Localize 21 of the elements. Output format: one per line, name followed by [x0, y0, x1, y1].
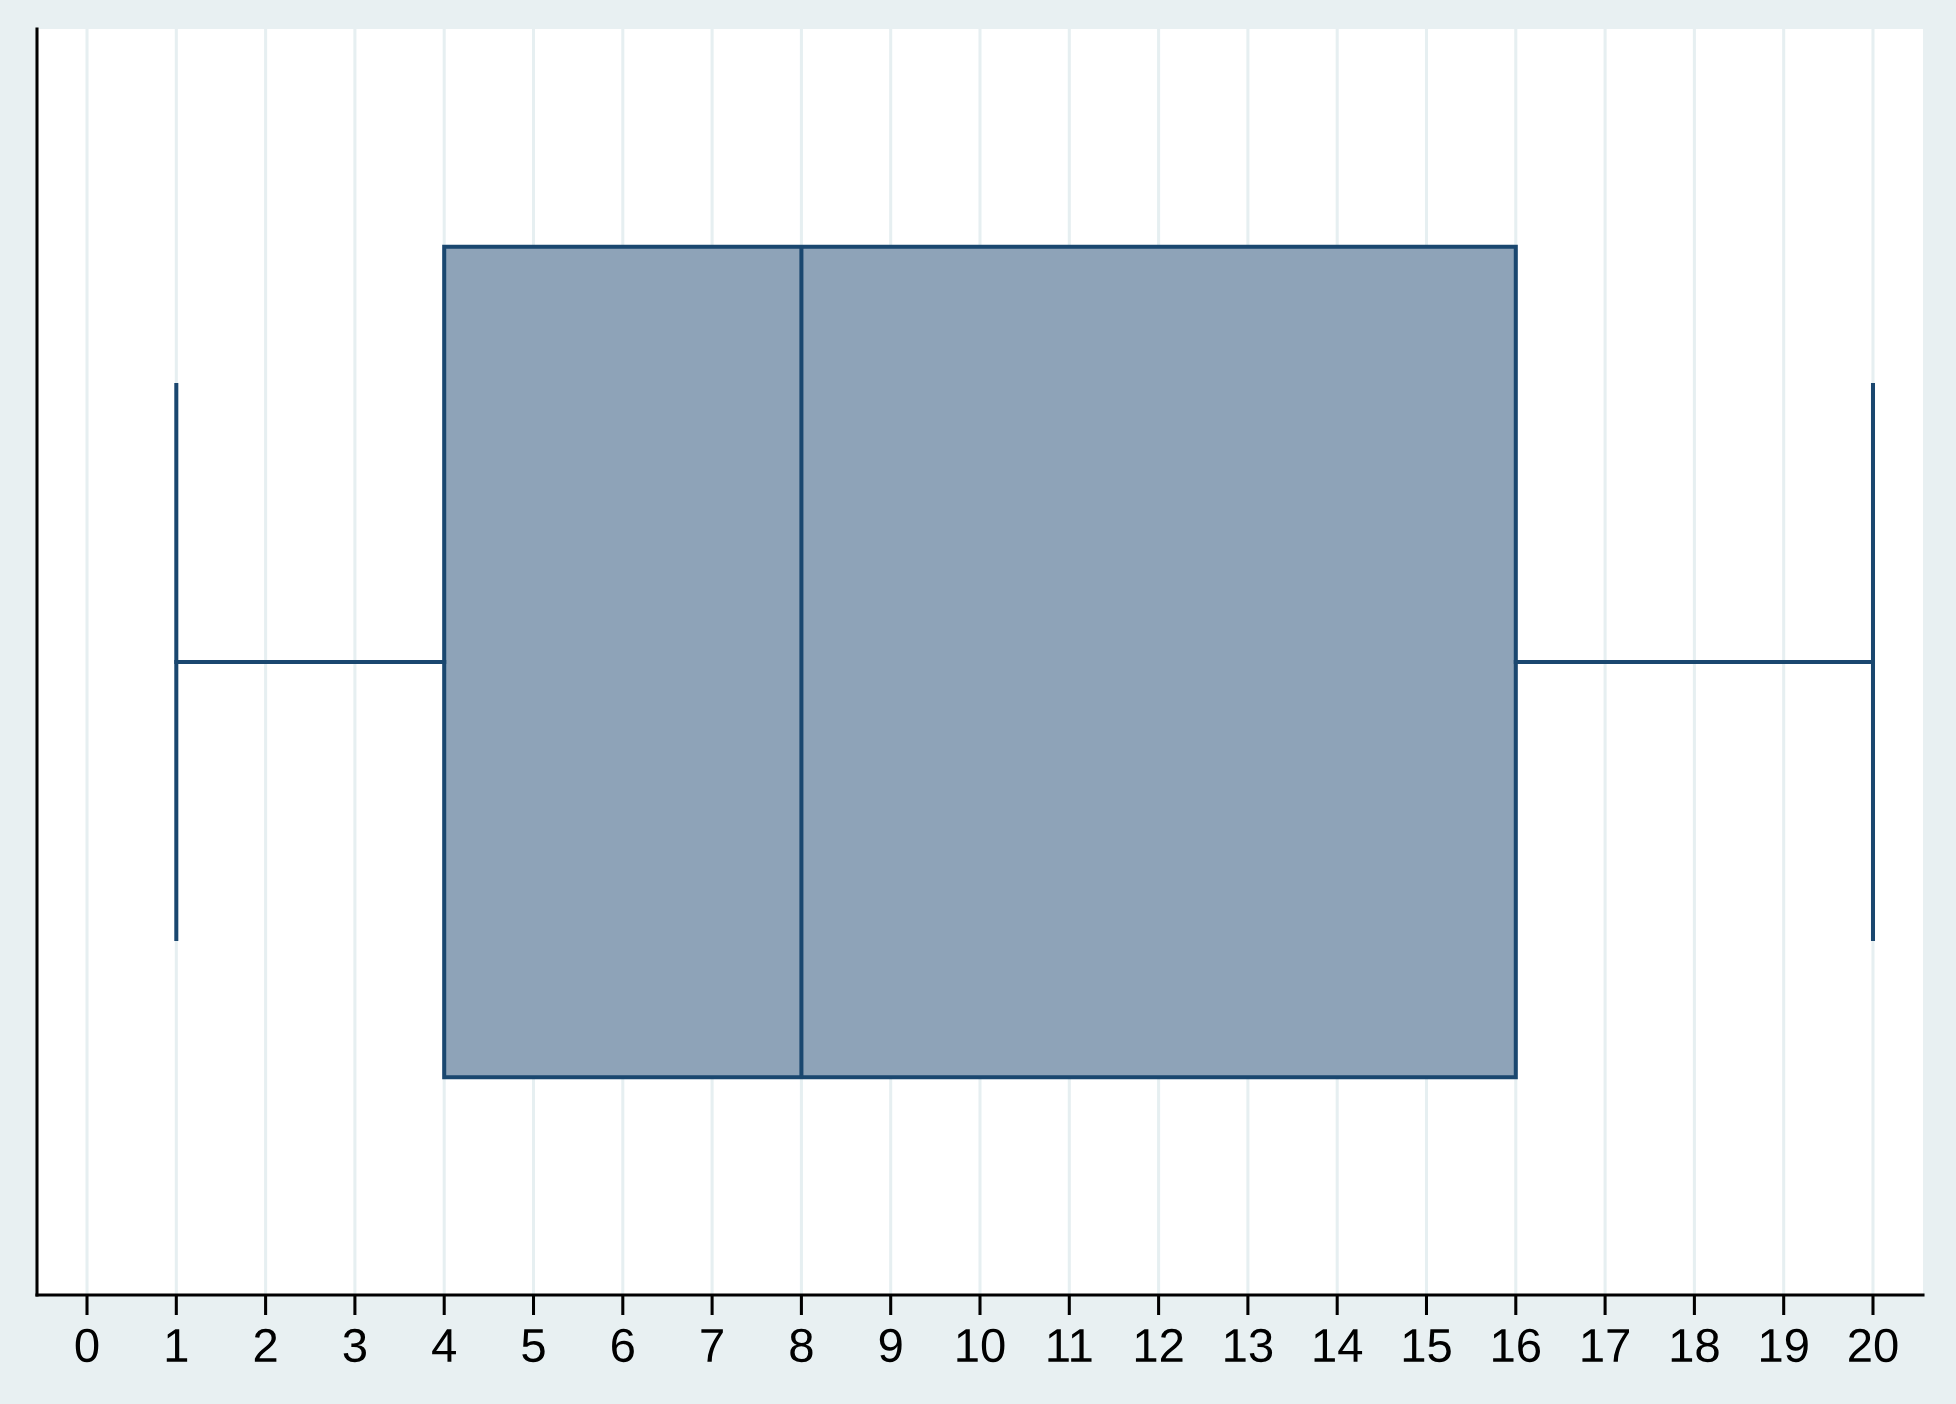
x-tick-label: 8 — [790, 1328, 813, 1363]
x-tick-label: 18 — [1671, 1328, 1719, 1363]
x-tick-label: 2 — [254, 1328, 277, 1362]
x-tick-label: 5 — [522, 1329, 545, 1363]
x-tick-label: 1 — [166, 1329, 188, 1362]
x-tick-label: 19 — [1761, 1328, 1808, 1363]
x-tick-label: 14 — [1314, 1329, 1363, 1362]
x-tick-label: 7 — [701, 1329, 723, 1362]
x-tick-label: 6 — [612, 1328, 634, 1363]
x-tick-label: 10 — [957, 1328, 1005, 1363]
x-tick-label: 20 — [1849, 1328, 1898, 1363]
x-tick-label: 9 — [879, 1328, 902, 1363]
x-tick-label: 11 — [1048, 1329, 1092, 1362]
x-tick-label: 12 — [1135, 1328, 1183, 1362]
x-tick-label: 3 — [343, 1328, 366, 1363]
x-tick-label: 15 — [1403, 1329, 1451, 1363]
x-tick-label: 17 — [1582, 1329, 1629, 1362]
x-tick-label: 0 — [75, 1328, 99, 1363]
x-tick-label: 13 — [1225, 1328, 1273, 1363]
x-tick-label: 4 — [432, 1329, 456, 1362]
x-tick-label: 16 — [1493, 1328, 1540, 1363]
